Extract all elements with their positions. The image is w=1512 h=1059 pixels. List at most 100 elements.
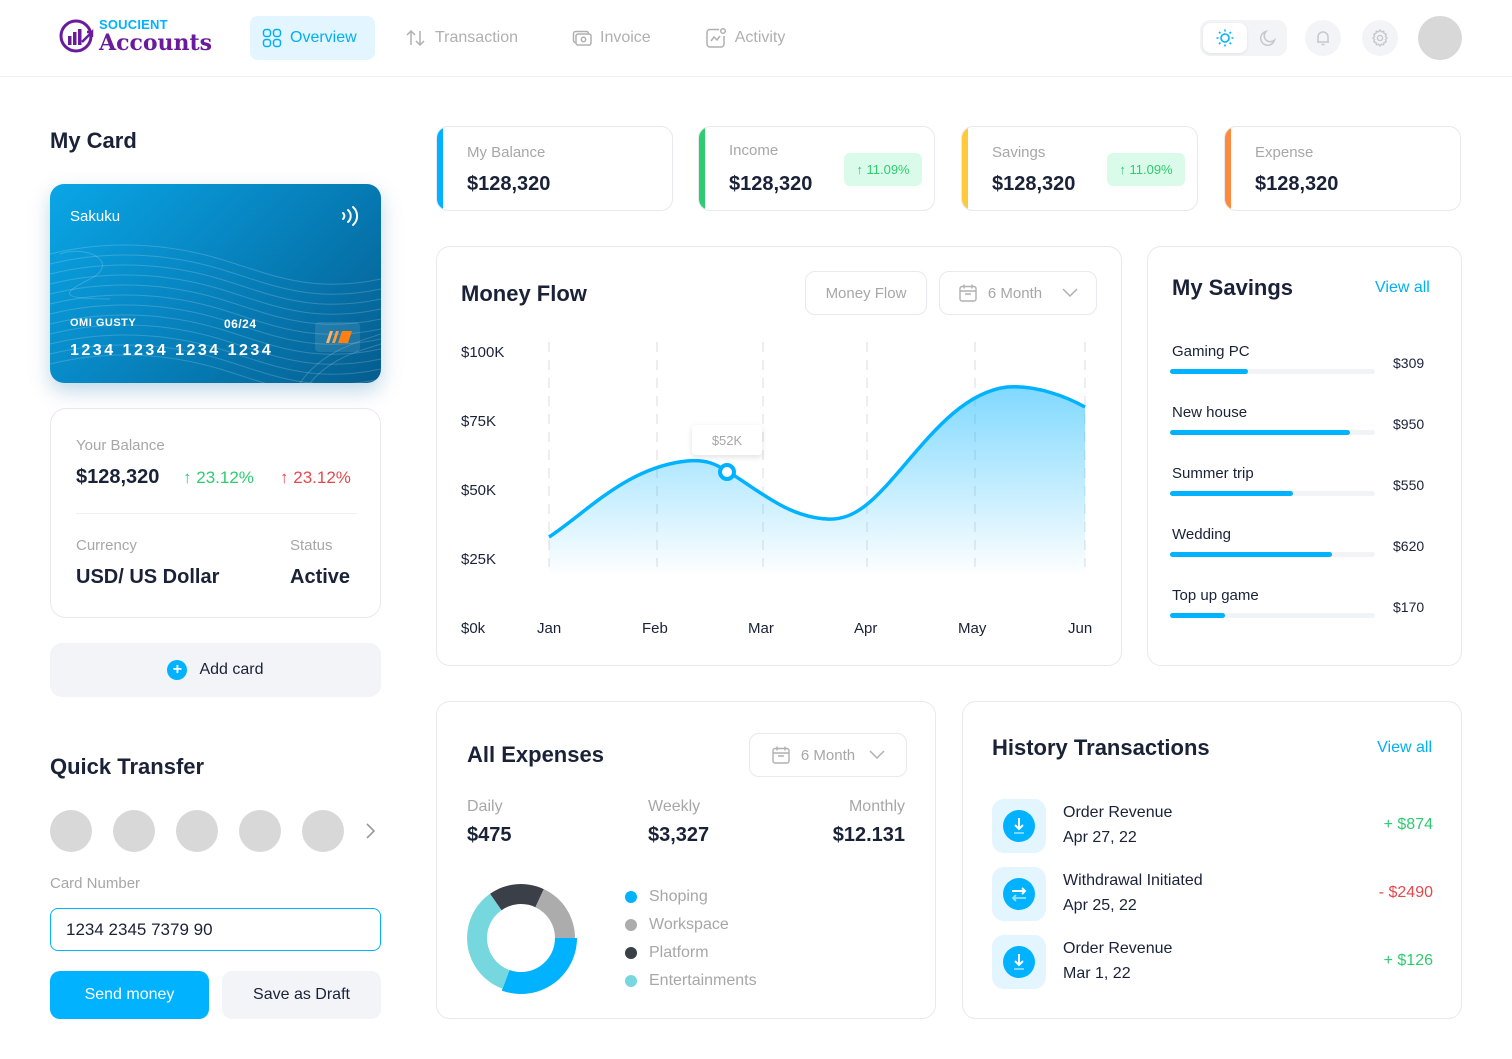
weekly-label: Weekly (648, 798, 701, 815)
y-tick: $25K (461, 551, 497, 568)
nav-overview[interactable]: Overview (250, 16, 375, 60)
nav-transaction[interactable]: Transaction (393, 16, 530, 60)
chevron-right-icon[interactable] (363, 822, 377, 840)
tooltip-text: $52K (712, 433, 743, 448)
notifications-button[interactable] (1305, 20, 1341, 56)
card-number-input[interactable] (50, 908, 381, 951)
savings-name: Wedding (1172, 526, 1231, 543)
stat-value: $128,320 (729, 173, 813, 195)
contact-avatar[interactable] (302, 810, 344, 852)
dark-mode-button[interactable] (1253, 23, 1283, 53)
nav-invoice[interactable]: Invoice (560, 16, 663, 60)
plus-icon: + (167, 660, 188, 680)
money-flow-filter[interactable]: Money Flow (805, 271, 927, 315)
stat-card-expense: Expense $128,320 (1224, 126, 1461, 211)
daily-label: Daily (467, 798, 503, 815)
legend-item: Entertainments (625, 967, 757, 995)
user-avatar[interactable] (1418, 16, 1462, 60)
logo-name: Accounts (99, 30, 213, 56)
nav-activity-label: Activity (734, 29, 786, 46)
my-card-title: My Card (50, 128, 137, 153)
main-nav: Overview Transaction Invoice Activity (250, 16, 827, 60)
transaction-row[interactable]: Order Revenue Apr 27, 22 + $874 (992, 799, 1433, 853)
add-card-button[interactable]: + Add card (50, 643, 381, 697)
card-number-label: Card Number (50, 875, 141, 892)
savings-item[interactable]: Wedding $620 (1170, 526, 1440, 576)
money-flow-chart: $52K (548, 342, 1086, 577)
credit-card[interactable]: Sakuku OMI GUSTY 06/24 1234 1234 1234 12… (50, 184, 381, 383)
chart-tooltip (692, 425, 762, 455)
contact-avatar[interactable] (113, 810, 155, 852)
savings-progress-track (1170, 369, 1375, 374)
legend-dot (625, 947, 637, 959)
contact-avatar[interactable] (176, 810, 218, 852)
savings-progress-track (1170, 491, 1375, 496)
transaction-icon-box (992, 799, 1046, 853)
stat-label: My Balance (467, 144, 546, 161)
chart-point[interactable] (718, 463, 736, 481)
savings-progress-fill (1170, 491, 1293, 496)
status-value: Active (290, 566, 351, 588)
y-tick: $75K (461, 413, 497, 430)
contact-avatar[interactable] (239, 810, 281, 852)
chevron-down-icon (869, 750, 885, 760)
savings-name: New house (1172, 404, 1248, 421)
activity-icon (705, 27, 726, 48)
accent-bar (1225, 127, 1231, 210)
transaction-row[interactable]: Withdrawal Initiated Apr 25, 22 - $2490 (992, 867, 1433, 921)
send-money-button[interactable]: Send money (50, 971, 209, 1019)
stat-label: Expense (1255, 144, 1314, 161)
stat-label: Income (729, 142, 779, 159)
moon-icon (1260, 30, 1276, 46)
savings-item[interactable]: Top up game $170 (1170, 587, 1440, 637)
contact-avatar[interactable] (50, 810, 92, 852)
savings-item[interactable]: Summer trip $550 (1170, 465, 1440, 515)
money-flow-panel: Money Flow Money Flow 6 Month $100K $75K… (436, 246, 1122, 666)
invoice-icon (572, 30, 592, 46)
savings-item[interactable]: Gaming PC $309 (1170, 343, 1440, 393)
logo[interactable]: SOUCIENT Accounts (58, 18, 212, 54)
legend-dot (625, 975, 637, 987)
balance-value: $128,320 (76, 466, 160, 488)
grid-icon (262, 28, 282, 48)
transfer-icon (1003, 878, 1035, 910)
savings-progress-fill (1170, 430, 1351, 435)
history-transactions-panel: History Transactions View all Order Reve… (962, 701, 1462, 1019)
x-tick: Mar (748, 620, 774, 637)
history-view-all-link[interactable]: View all (1377, 739, 1432, 756)
savings-progress-track (1170, 430, 1375, 435)
save-draft-button[interactable]: Save as Draft (222, 971, 381, 1019)
growth-badge: ↑ 11.09% (1107, 153, 1185, 186)
expenses-period-dropdown[interactable]: 6 Month (749, 733, 907, 777)
transaction-row[interactable]: Order Revenue Mar 1, 22 + $126 (992, 935, 1433, 989)
savings-view-all-link[interactable]: View all (1375, 279, 1430, 296)
savings-item[interactable]: New house $950 (1170, 404, 1440, 454)
sun-icon (1216, 29, 1234, 47)
stat-card-balance: My Balance $128,320 (436, 126, 673, 211)
legend-dot (625, 919, 637, 931)
theme-toggle[interactable] (1200, 20, 1287, 56)
balance-change-positive: ↑ 23.12% (183, 468, 254, 487)
calendar-icon (959, 284, 977, 302)
y-tick: $0k (461, 620, 486, 637)
status-label: Status (290, 537, 333, 554)
card-network-logo (315, 322, 360, 352)
period-dropdown[interactable]: 6 Month (939, 271, 1097, 315)
bell-icon (1317, 31, 1329, 46)
divider (76, 513, 357, 514)
my-savings-title: My Savings (1172, 275, 1294, 300)
growth-badge: ↑ 11.09% (844, 153, 922, 186)
expenses-donut-chart (467, 884, 577, 994)
nav-activity[interactable]: Activity (693, 16, 798, 60)
transaction-amount: + $126 (1383, 952, 1433, 969)
transaction-date: Apr 25, 22 (1063, 897, 1137, 914)
arrows-up-down-icon (406, 29, 425, 47)
all-expenses-panel: All Expenses 6 Month Daily $475 Weekly $… (436, 701, 936, 1019)
donut-slice-shopping (501, 938, 577, 994)
settings-button[interactable] (1362, 20, 1398, 56)
balance-info-box: Your Balance $128,320 ↑ 23.12% ↑ 23.12% … (50, 408, 381, 618)
light-mode-button[interactable] (1203, 23, 1247, 53)
savings-amount: $550 (1393, 477, 1425, 493)
card-expiry: 06/24 (224, 317, 257, 331)
savings-progress-track (1170, 552, 1375, 557)
